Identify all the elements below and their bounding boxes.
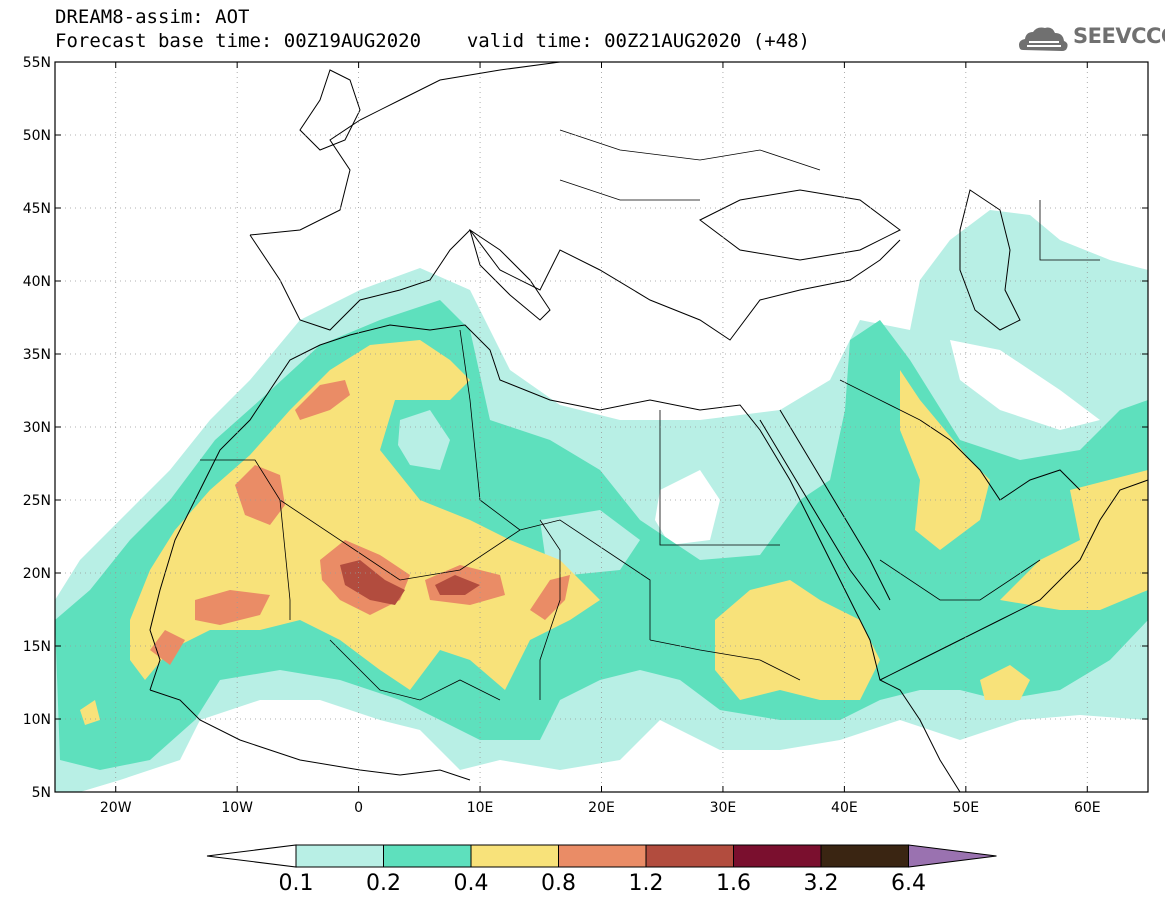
lon-tick-label: 40E [831,800,858,816]
lon-tick-label: 30E [710,800,737,816]
aot-level-0.4-region [1000,470,1148,610]
aot-level-0.4-region [900,370,990,550]
colorbar-box [558,844,647,868]
base-time-label: Forecast base time: 00Z19AUG2020 [55,30,422,52]
map-subtitle: Forecast base time: 00Z19AUG2020 valid t… [55,30,810,52]
lat-tick-label: 25N [23,493,51,509]
colorbar-box [645,844,734,868]
aot-level-0.1-inner [398,410,450,470]
coastline-africa [149,324,961,792]
lon-tick-label: 0 [354,800,363,816]
aot-level-0.1-region [655,470,720,545]
lat-tick-label: 5N [32,785,51,801]
lat-tick-label: 45N [23,201,51,217]
colorbar-over-triangle [908,844,997,868]
lat-tick-label: 55N [23,55,51,71]
lon-tick-label: 50E [952,800,979,816]
colorbar-label: 0.8 [541,871,576,896]
coastline-red-sea [759,409,891,611]
axis-ticks: 55N 50N 45N 40N 35N 30N 25N 20N 15N 10N 5N 20W 10W 0 1… [23,55,1148,816]
lat-tick-label: 50N [23,128,51,144]
coastline-uk [299,69,361,151]
colorbar-label: 3.2 [804,871,839,896]
coastline-arabia [879,479,1148,681]
colorbar-label: 1.2 [629,871,664,896]
lon-tick-label: 20E [588,800,615,816]
colorbar-label: 6.4 [891,871,926,896]
aot-level-0.4-region [715,580,880,700]
lon-tick-label: 10E [467,800,494,816]
coastline-guinea-gulf [149,689,471,781]
aot-level-0.4-region [980,665,1030,700]
colorbar: 0.1 0.2 0.4 0.8 1.2 1.6 3.2 6.4 [206,844,997,896]
aot-level-0.8-region [195,590,270,625]
colorbar-label: 0.2 [366,871,401,896]
lon-tick-label: 60E [1074,800,1101,816]
colorbar-label: 0.4 [454,871,489,896]
aot-level-1.2-region [340,560,405,605]
colorbar-box [733,844,822,868]
coastline-europe [249,62,901,341]
valid-time-label: valid time: 00Z21AUG2020 (+48) [466,30,810,52]
logo-text: SEEVCCC [1073,24,1165,48]
lat-tick-label: 15N [23,639,51,655]
aot-level-0.8-region [295,380,350,420]
colorbar-under-triangle [206,844,297,868]
colorbar-box [470,844,559,868]
aot-level-1.2-region [435,575,480,595]
colorbar-box [820,844,909,868]
lat-tick-label: 10N [23,712,51,728]
lon-tick-label: 10W [221,800,253,816]
lon-tick-label: 20W [100,800,132,816]
colorbar-box [295,844,384,868]
colorbar-label: 0.1 [279,871,314,896]
lat-tick-label: 35N [23,347,51,363]
cloud-logo-icon [1019,27,1068,51]
aot-level-0.1-region [950,340,1100,430]
coastline-black-sea [699,189,901,261]
lat-tick-label: 30N [23,420,51,436]
colorbar-label: 1.6 [716,871,751,896]
lat-tick-label: 20N [23,566,51,582]
coastline-caspian [959,189,1021,331]
lat-tick-label: 40N [23,274,51,290]
coastline-italy [469,228,551,321]
aot-contours [55,210,1148,792]
map-title: DREAM8-assim: AOT [55,6,250,28]
aot-level-0.1-inner [540,510,640,575]
colorbar-box [383,844,472,868]
aot-level-0.8-region [235,465,285,525]
